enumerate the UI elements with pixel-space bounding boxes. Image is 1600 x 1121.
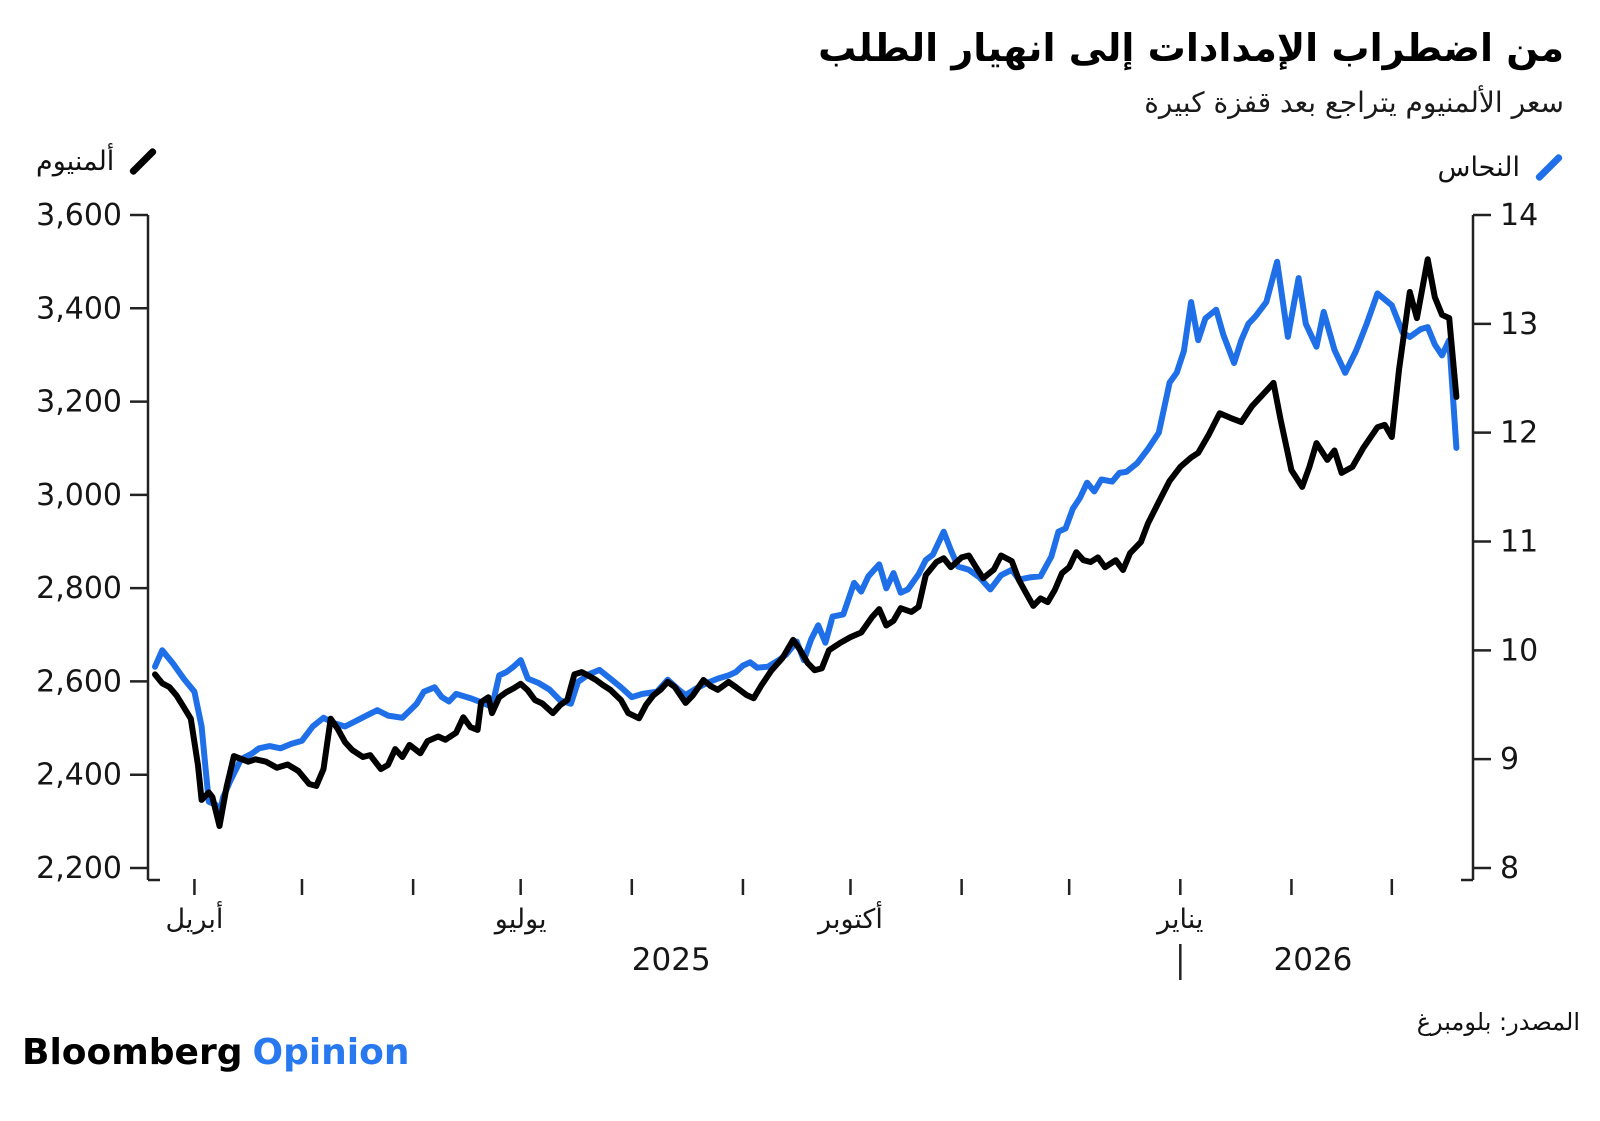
right-axis-tick-label: 12 [1500, 416, 1538, 451]
bloomberg-logo: Bloomberg Opinion [22, 1032, 410, 1073]
legend-copper-label: النحاس [1437, 152, 1521, 183]
month-label: أكتوبر [816, 900, 883, 935]
copper-line [152, 258, 1460, 817]
left-axis-tick-label: 3,000 [36, 478, 122, 513]
page-subtitle: سعر الألمنيوم يتراجع بعد قفزة كبيرة [1144, 86, 1564, 119]
right-axis-tick-label: 13 [1500, 307, 1538, 342]
left-axis-tick-label: 2,600 [36, 664, 122, 699]
aluminum-line [152, 256, 1460, 829]
year-label: 2026 [1274, 942, 1353, 978]
left-axis-tick-label: 2,400 [36, 758, 122, 793]
right-axis-tick-label: 9 [1500, 742, 1519, 777]
right-axis-tick-label: 10 [1500, 633, 1538, 668]
copper-line-swatch-icon [1534, 153, 1564, 182]
year-label: 2025 [632, 942, 711, 978]
left-axis-tick-label: 2,800 [36, 571, 122, 606]
right-axis-tick-label: 14 [1500, 198, 1538, 233]
source-note: المصدر: بلومبرغ [1416, 1008, 1580, 1036]
right-axis-tick-label: 11 [1500, 525, 1538, 560]
month-label: يوليو [493, 904, 547, 935]
left-axis-tick-label: 3,600 [36, 198, 122, 233]
legend-aluminum-label: ألمنيوم [36, 146, 115, 177]
opinion-logo-text: Opinion [252, 1032, 410, 1073]
legend-aluminum: ألمنيوم [36, 146, 160, 177]
legend-copper: النحاس [1438, 152, 1567, 183]
page-title: من اضطراب الإمدادات إلى انهيار الطلب [818, 26, 1564, 70]
month-label: أبريل [165, 900, 223, 935]
left-axis-tick-label: 3,400 [36, 291, 122, 326]
bloomberg-logo-text: Bloomberg [22, 1032, 243, 1073]
month-label: يناير [1155, 904, 1203, 935]
left-axis-tick-label: 3,200 [36, 385, 122, 420]
aluminum-line-swatch-icon [128, 147, 158, 176]
right-axis-tick-label: 8 [1500, 851, 1519, 886]
left-axis-tick-label: 2,200 [36, 851, 122, 886]
